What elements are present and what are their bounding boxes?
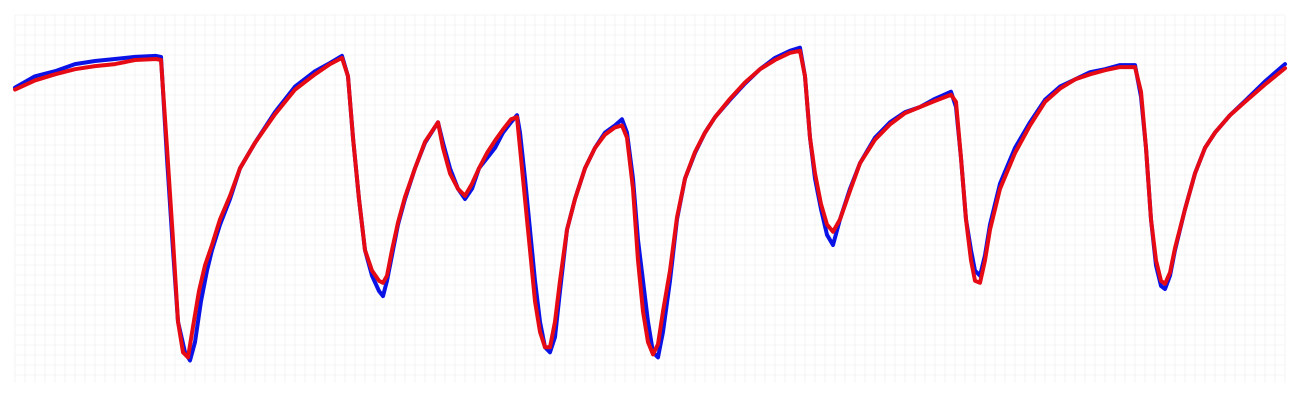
series-line-2 [13,48,1287,360]
chart-grid [14,14,1286,383]
series-layer [13,45,1287,363]
series-line-1 [13,45,1287,363]
